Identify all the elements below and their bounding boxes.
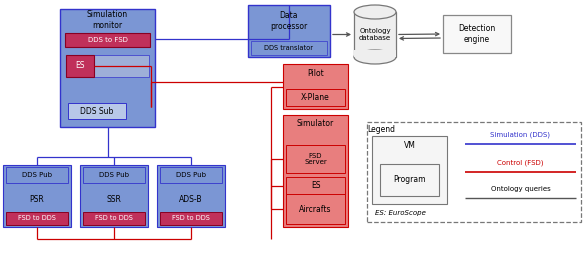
Ellipse shape: [354, 50, 396, 64]
Text: Ontology
database: Ontology database: [359, 28, 391, 41]
Text: ES: EuroScope: ES: EuroScope: [375, 210, 426, 216]
Text: Control (FSD): Control (FSD): [497, 160, 544, 166]
Bar: [65, 33, 150, 47]
Bar: [160, 167, 222, 183]
Bar: [6, 212, 68, 225]
Text: Data
processor: Data processor: [271, 11, 308, 31]
Bar: [283, 115, 348, 227]
Bar: [80, 165, 148, 227]
Text: X-Plane: X-Plane: [301, 93, 330, 102]
Text: Pilot: Pilot: [307, 69, 324, 78]
Bar: [248, 5, 330, 57]
Bar: [443, 15, 511, 53]
Bar: [60, 9, 155, 127]
Bar: [372, 136, 447, 204]
Text: DDS Sub: DDS Sub: [80, 106, 114, 115]
Bar: [3, 165, 71, 227]
Text: Simulator: Simulator: [297, 118, 334, 127]
Text: FSD to DDS: FSD to DDS: [95, 216, 133, 222]
Text: VM: VM: [404, 141, 416, 150]
Bar: [286, 145, 345, 173]
Text: Simulation
monitor: Simulation monitor: [87, 10, 128, 30]
Text: ADS-B: ADS-B: [179, 195, 203, 204]
Text: DDS translator: DDS translator: [265, 45, 313, 51]
Text: FSD
Server: FSD Server: [304, 152, 327, 166]
Text: ES: ES: [75, 61, 85, 70]
Bar: [354, 12, 396, 57]
Text: DDS Pub: DDS Pub: [22, 172, 52, 178]
Text: Aircrafts: Aircrafts: [299, 205, 332, 214]
Bar: [286, 194, 345, 224]
Text: FSD to DDS: FSD to DDS: [172, 216, 210, 222]
Bar: [83, 212, 145, 225]
Text: DDS Pub: DDS Pub: [176, 172, 206, 178]
Text: ES: ES: [311, 181, 321, 190]
Text: Simulation (DDS): Simulation (DDS): [491, 132, 551, 138]
Text: PSR: PSR: [29, 195, 45, 204]
Text: Program: Program: [393, 176, 426, 185]
Bar: [66, 55, 94, 77]
Text: Ontology queries: Ontology queries: [491, 186, 551, 192]
Text: FSD to DDS: FSD to DDS: [18, 216, 56, 222]
Bar: [83, 167, 145, 183]
Text: Legend: Legend: [367, 125, 395, 134]
Bar: [380, 164, 439, 196]
Bar: [160, 212, 222, 225]
Bar: [286, 89, 345, 106]
Ellipse shape: [354, 5, 396, 19]
Bar: [283, 64, 348, 109]
Bar: [94, 55, 149, 77]
Bar: [68, 103, 126, 119]
Bar: [286, 177, 345, 195]
Bar: [251, 41, 327, 55]
Bar: [367, 122, 581, 222]
Bar: [6, 167, 68, 183]
Text: DDS Pub: DDS Pub: [99, 172, 129, 178]
Bar: [354, 50, 396, 57]
Text: DDS to FSD: DDS to FSD: [87, 37, 127, 43]
Text: SSR: SSR: [107, 195, 122, 204]
Text: Detection
engine: Detection engine: [458, 24, 495, 44]
Bar: [157, 165, 225, 227]
